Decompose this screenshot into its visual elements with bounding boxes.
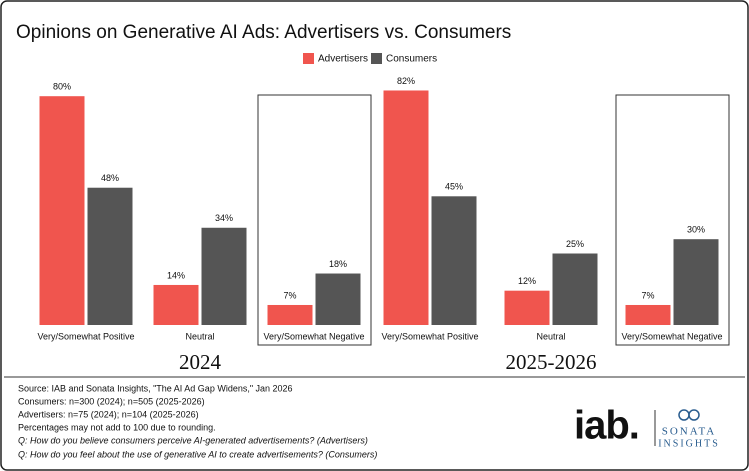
- logo-iab: iab.: [574, 404, 639, 448]
- bar: [673, 239, 719, 325]
- x-tick-label: Neutral: [185, 331, 214, 341]
- value-label: 25%: [566, 239, 584, 249]
- bar: [625, 304, 671, 325]
- logo-insights: INSIGHTS: [658, 438, 720, 449]
- chart-title: Opinions on Generative AI Ads: Advertise…: [16, 22, 511, 43]
- x-tick-label: Very/Somewhat Positive: [381, 331, 478, 341]
- note: Consumers: n=300 (2024); n=505 (2025-202…: [18, 396, 205, 406]
- x-tick-label: Very/Somewhat Negative: [263, 331, 364, 341]
- bar: [87, 187, 133, 325]
- legend-label: Consumers: [386, 54, 437, 65]
- value-label: 30%: [687, 225, 705, 235]
- bar: [267, 304, 313, 325]
- x-tick-label: Very/Somewhat Positive: [37, 331, 134, 341]
- value-label: 7%: [283, 290, 296, 300]
- logo-sonata: SONATA: [662, 426, 717, 438]
- legend-label: Advertisers: [318, 54, 368, 65]
- bar: [431, 196, 477, 325]
- value-label: 45%: [445, 182, 463, 192]
- group-label: 2024: [179, 350, 222, 374]
- category-box: [615, 94, 730, 346]
- note: Advertisers: n=75 (2024); n=104 (2025-20…: [18, 409, 199, 419]
- value-label: 12%: [518, 276, 536, 286]
- bar: [383, 90, 429, 325]
- bar: [201, 227, 247, 325]
- value-label: 18%: [329, 259, 347, 269]
- value-label: 80%: [53, 82, 71, 92]
- legend-swatch: [303, 53, 314, 64]
- category-box: [257, 94, 372, 346]
- bar: [39, 96, 85, 325]
- question: Q: How do you feel about the use of gene…: [18, 449, 377, 459]
- x-tick-label: Very/Somewhat Negative: [621, 331, 722, 341]
- value-label: 7%: [641, 290, 654, 300]
- bar: [153, 284, 199, 325]
- bar: [315, 273, 361, 325]
- question: Q: How do you believe consumers perceive…: [18, 435, 368, 445]
- logo-mark: [688, 409, 700, 421]
- legend-swatch: [371, 53, 382, 64]
- bar: [504, 290, 550, 325]
- bar: [552, 253, 598, 325]
- value-label: 82%: [397, 76, 415, 86]
- value-label: 48%: [101, 173, 119, 183]
- value-label: 34%: [215, 213, 233, 223]
- note: Percentages may not add to 100 due to ro…: [18, 422, 216, 432]
- source: Source: IAB and Sonata Insights, "The AI…: [18, 383, 293, 393]
- x-tick-label: Neutral: [536, 331, 565, 341]
- group-label: 2025-2026: [506, 350, 597, 374]
- value-label: 14%: [167, 270, 185, 280]
